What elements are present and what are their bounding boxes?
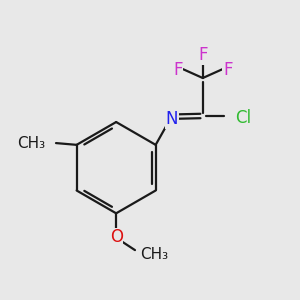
Text: F: F [223, 61, 232, 79]
Text: Cl: Cl [235, 109, 251, 127]
Text: F: F [173, 61, 182, 79]
Text: F: F [198, 46, 208, 64]
Text: CH₃: CH₃ [140, 247, 168, 262]
Text: CH₃: CH₃ [17, 136, 45, 152]
Text: O: O [110, 228, 123, 246]
Text: N: N [166, 110, 178, 128]
